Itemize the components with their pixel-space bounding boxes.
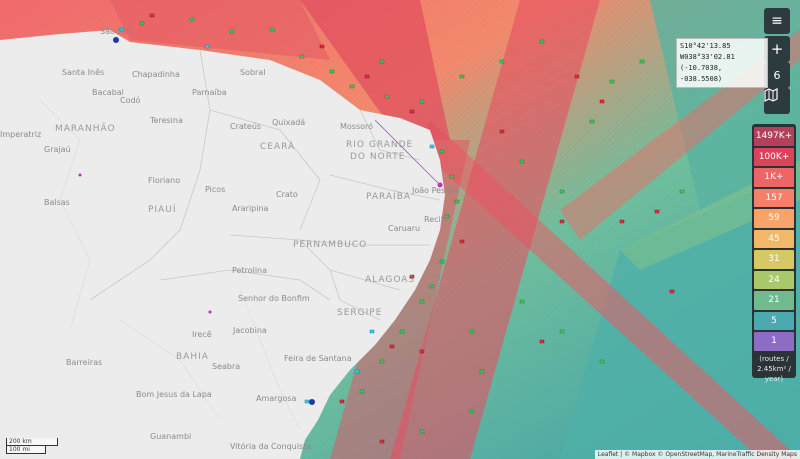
place-label: Bom Jesus da Lapa [136, 390, 212, 399]
ship-markers [78, 13, 685, 444]
region-label-sergipe: SERGIPE [337, 308, 383, 318]
place-label: Caruaru [388, 224, 421, 233]
state-borders [89, 49, 441, 321]
region-label-maranhao: MARANHÃO [55, 124, 116, 134]
legend-item: 1K+ [754, 168, 794, 187]
place-label: Crato [276, 190, 298, 199]
scale-bar: 200 km 100 mi [6, 438, 58, 454]
place-label: Araripina [232, 204, 269, 213]
legend-item: 21 [754, 291, 794, 310]
legend-item: 59 [754, 209, 794, 228]
legend-item: 24 [754, 270, 794, 289]
place-label: Parnaíba [192, 88, 227, 97]
menu-icon: ≡ [771, 13, 783, 29]
coordinate-lon: W038°33'02.81 [680, 53, 735, 61]
legend-item: 31 [754, 250, 794, 269]
region-label-do-norte: DO NORTE [350, 152, 406, 162]
coordinate-decimal: (-10.7038, -038.5508) [680, 64, 723, 83]
lane-coastal-north [300, 0, 450, 140]
place-label: Mossoró [340, 122, 374, 131]
place-label: Senhor do Bonfim [238, 294, 310, 303]
map-attribution[interactable]: Leaflet | © Mapbox © OpenStreetMap, Mari… [594, 450, 800, 459]
place-label: São Luís [100, 27, 134, 36]
scale-km: 200 km [6, 438, 58, 446]
legend-unit-2: 2.45km² / [757, 364, 791, 373]
region-label-rio-grande: RIO GRANDE [346, 140, 414, 150]
place-label: Amargosa [256, 394, 297, 403]
place-label: Seabra [212, 362, 241, 371]
map-type-button[interactable] [764, 88, 790, 114]
legend-item: 157 [754, 188, 794, 207]
coordinate-readout: S10°42'13.85 W038°33'02.81 (-10.7038, -0… [676, 38, 768, 88]
land-brazil [0, 30, 445, 459]
place-label: Picos [205, 185, 226, 194]
low-density-water [560, 170, 800, 459]
region-label-piaui: PIAUÍ [148, 205, 177, 215]
legend-item: 1 [754, 332, 794, 351]
region-label-bahia: BAHIA [176, 352, 209, 362]
legend-item: 45 [754, 229, 794, 248]
zoom-level-indicator: 6 [764, 62, 790, 88]
place-label: Feira de Santana [284, 354, 352, 363]
place-label: Guanambi [150, 432, 192, 441]
legend-item: 5 [754, 311, 794, 330]
place-label: Vitória da Conquista [230, 442, 312, 451]
region-label-pernambuco: PERNAMBUCO [293, 240, 368, 250]
place-label: Recife [424, 215, 449, 224]
lane-coastal-northwest [110, 0, 330, 60]
place-label: Quixadá [272, 118, 306, 127]
coordinate-lat: S10°42'13.85 [680, 42, 731, 50]
legend-unit-3: year) [764, 374, 784, 383]
scale-mi: 100 mi [6, 446, 46, 454]
place-label: Chapadinha [132, 70, 180, 79]
legend-item: 100K+ [754, 147, 794, 166]
zoom-in-button[interactable]: + [764, 36, 790, 62]
place-label: Floriano [148, 176, 181, 185]
place-label: Irecê [192, 330, 212, 339]
place-label: Bacabal [92, 88, 124, 97]
map-icon [764, 88, 778, 102]
region-label-paraiba: PARAÍBA [366, 192, 412, 202]
layers-menu-button[interactable]: ≡ [764, 8, 790, 34]
legend-item: 1497K+ [754, 127, 794, 146]
place-label: Grajaú [44, 145, 71, 154]
legend-unit-1: (routes / [759, 354, 789, 363]
place-label: João Pessoa [412, 186, 460, 195]
place-label: Sobral [240, 68, 266, 77]
place-label: Balsas [44, 198, 70, 207]
place-label: Imperatriz [0, 130, 42, 139]
density-legend: 1497K+ 100K+ 1K+ 157 59 45 31 24 21 5 1 (routes / … [752, 124, 796, 383]
region-label-alagoas: ALAGOAS [365, 275, 416, 285]
region-label-ceara: CEARÁ [260, 142, 296, 152]
place-label: Santa Inês [62, 68, 105, 77]
place-label: Crateús [230, 122, 262, 131]
place-label: Jacobina [233, 326, 267, 335]
lane-south [390, 0, 600, 459]
place-label: Barreiras [66, 358, 103, 367]
place-label: Codó [120, 96, 141, 105]
place-label: Teresina [150, 116, 183, 125]
place-label: Petrolina [232, 266, 268, 275]
